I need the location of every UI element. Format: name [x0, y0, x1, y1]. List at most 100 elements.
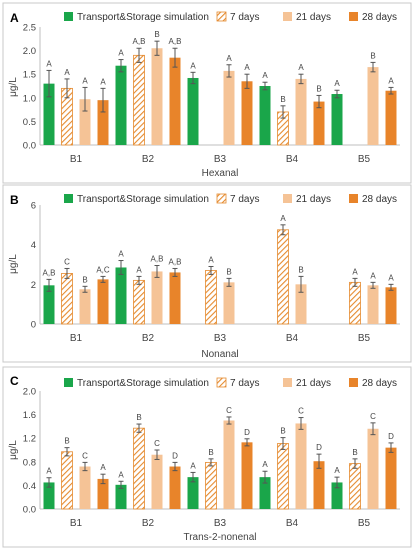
- legend-swatch-4: [349, 378, 358, 387]
- legend-swatch-2: [216, 193, 227, 204]
- significance-letter: B: [154, 30, 159, 39]
- significance-letter: A,B: [151, 254, 164, 263]
- legend-label-3: 21 days: [296, 378, 331, 389]
- legend-label-2: 7 days: [230, 194, 259, 205]
- legend-swatch-2: [216, 11, 227, 22]
- legend-label-2: 7 days: [230, 378, 259, 389]
- significance-letter: A: [226, 54, 232, 63]
- bar-28-days: [385, 447, 397, 509]
- bar-21-days: [151, 454, 163, 509]
- significance-letter: D: [388, 432, 394, 441]
- significance-letter: D: [172, 451, 178, 460]
- y-tick-label: 0.5: [23, 117, 36, 128]
- panel-label: C: [10, 374, 19, 388]
- legend-swatch-1: [64, 12, 73, 21]
- legend-swatch-4: [349, 194, 358, 203]
- significance-letter: B: [136, 413, 141, 422]
- bar-21-days: [79, 289, 91, 324]
- category-label: B5: [358, 154, 371, 165]
- x-axis-title: Hexanal: [202, 168, 239, 179]
- chart-panel-c: C 0.0 0.4 0.8 1.2 1.6 2.0 μg/L Trans-2-nonenal Tr…: [2, 366, 412, 548]
- bar-7-days: [133, 279, 145, 325]
- category-label: B1: [70, 154, 83, 165]
- panel-frame: [2, 366, 412, 548]
- significance-letter: A: [208, 255, 214, 264]
- legend-label-4: 28 days: [362, 12, 397, 23]
- bar-transport-storage-simulation: [187, 77, 199, 145]
- significance-letter: A: [118, 470, 124, 479]
- significance-letter: B: [64, 437, 69, 446]
- bar-21-days: [79, 99, 91, 145]
- significance-letter: A,C: [96, 265, 110, 274]
- bar-28-days: [385, 90, 397, 145]
- significance-letter: B: [208, 448, 213, 457]
- category-label: B3: [214, 518, 227, 529]
- bar-7-days: [61, 273, 73, 325]
- y-tick-label: 0: [31, 320, 36, 331]
- bar-transport-storage-simulation: [43, 482, 55, 509]
- bar-transport-storage-simulation: [115, 484, 127, 509]
- significance-letter: A: [334, 79, 340, 88]
- significance-letter: A: [244, 63, 250, 72]
- category-label: B5: [358, 333, 371, 344]
- significance-letter: A: [190, 61, 196, 70]
- y-tick-label: 0.0: [23, 141, 36, 152]
- category-label: B4: [286, 518, 299, 529]
- bar-21-days: [223, 282, 235, 324]
- significance-letter: C: [64, 257, 70, 266]
- significance-letter: A: [100, 77, 106, 86]
- significance-letter: B: [226, 267, 231, 276]
- bar-21-days: [151, 48, 163, 145]
- bar-21-days: [223, 420, 235, 509]
- legend-label-2: 7 days: [230, 12, 259, 23]
- significance-letter: A: [334, 466, 340, 475]
- legend-swatch-4: [349, 12, 358, 21]
- bar-21-days: [295, 423, 307, 509]
- significance-letter: C: [82, 451, 88, 460]
- bar-7-days: [277, 229, 289, 325]
- panels-root: A 0.0 0.5 1.0 1.5 2.0 2.5 μg/L Hexanal Transport&…: [2, 2, 412, 548]
- significance-letter: C: [370, 412, 376, 421]
- y-tick-label: 1.0: [23, 93, 36, 104]
- bar-7-days: [349, 463, 361, 510]
- significance-letter: A,B: [43, 268, 56, 277]
- legend-swatch-1: [64, 194, 73, 203]
- bar-21-days: [79, 466, 91, 509]
- y-tick-label: 1.5: [23, 70, 36, 81]
- legend-label-3: 21 days: [296, 12, 331, 23]
- bar-28-days: [169, 466, 181, 509]
- y-tick-label: 4: [31, 240, 36, 251]
- bar-21-days: [223, 70, 235, 145]
- panel-frame: [2, 2, 412, 184]
- chart-panel-a: A 0.0 0.5 1.0 1.5 2.0 2.5 μg/L Hexanal Transport&…: [2, 2, 412, 184]
- significance-letter: B: [316, 84, 321, 93]
- significance-letter: B: [298, 265, 303, 274]
- bar-7-days: [133, 54, 145, 146]
- y-tick-label: 2.0: [23, 387, 36, 398]
- legend-swatch-3: [283, 378, 292, 387]
- bar-28-days: [385, 287, 397, 324]
- significance-letter: A: [190, 461, 196, 470]
- legend-label-3: 21 days: [296, 194, 331, 205]
- category-label: B2: [142, 333, 155, 344]
- significance-letter: A: [46, 467, 52, 476]
- x-axis-title: Nonanal: [201, 349, 238, 360]
- significance-letter: A: [64, 68, 70, 77]
- x-axis-title: Trans-2-nonenal: [183, 532, 256, 543]
- y-tick-label: 0.4: [23, 481, 36, 492]
- bar-21-days: [367, 67, 379, 145]
- category-label: B3: [214, 154, 227, 165]
- y-tick-label: 1.2: [23, 434, 36, 445]
- bar-transport-storage-simulation: [115, 267, 127, 324]
- bar-28-days: [97, 279, 109, 324]
- bar-transport-storage-simulation: [331, 482, 343, 509]
- y-tick-label: 0.8: [23, 457, 36, 468]
- significance-letter: A,B: [133, 37, 146, 46]
- category-label: B4: [286, 333, 299, 344]
- bar-7-days: [205, 461, 217, 510]
- bar-7-days: [133, 427, 145, 510]
- bar-28-days: [97, 478, 109, 509]
- legend-label-1: Transport&Storage simulation: [77, 378, 209, 389]
- panel-label: B: [10, 193, 19, 207]
- bar-transport-storage-simulation: [43, 83, 55, 145]
